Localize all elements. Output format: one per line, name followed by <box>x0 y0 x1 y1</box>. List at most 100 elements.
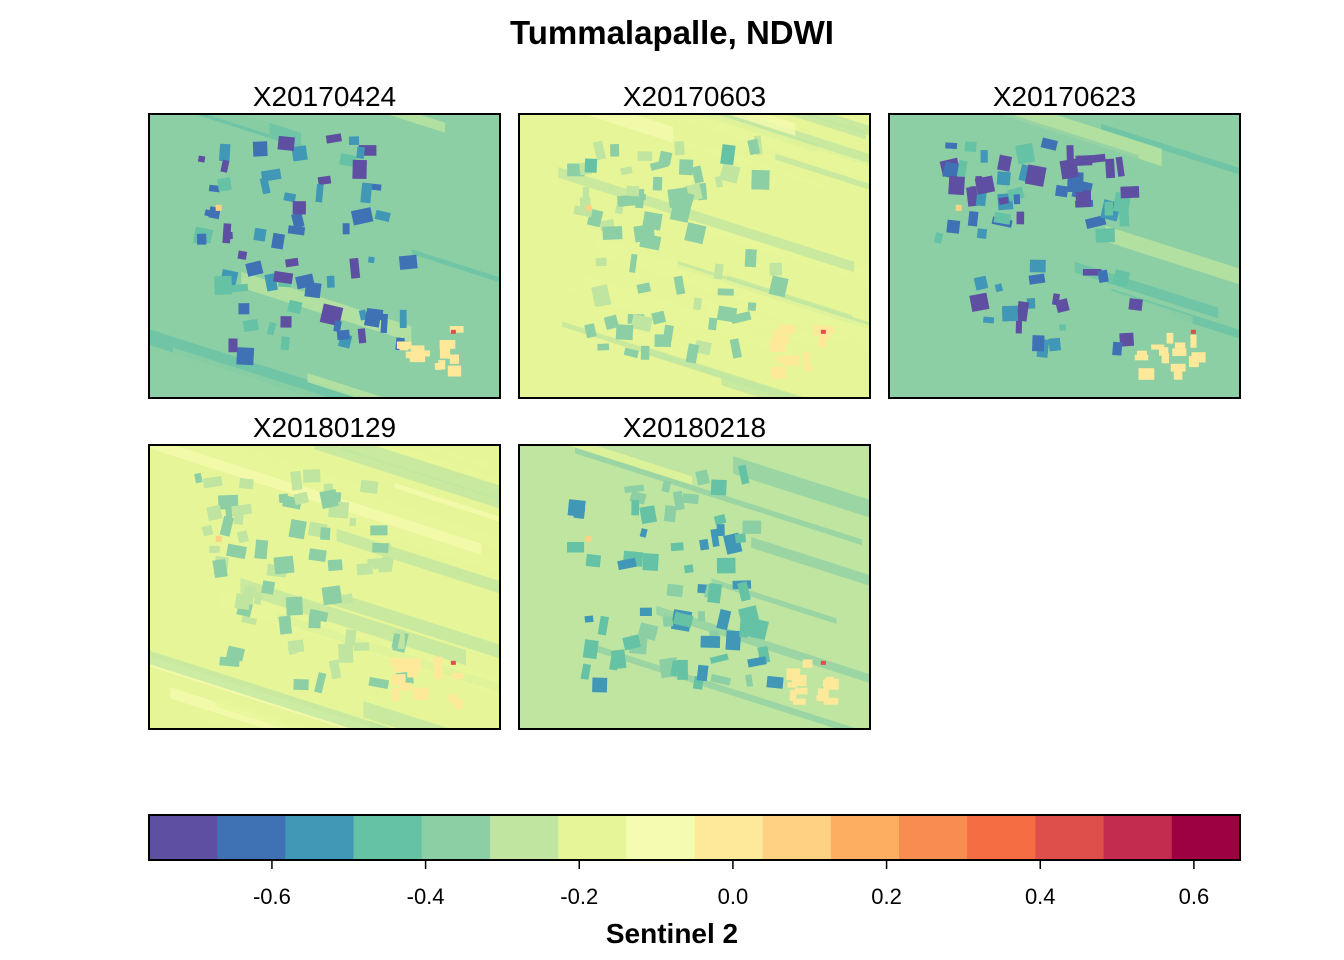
field-block <box>308 548 327 562</box>
field-block <box>716 524 725 537</box>
field-block <box>254 539 269 560</box>
field-block <box>336 329 350 341</box>
field-block <box>685 343 700 364</box>
field-block <box>584 158 598 173</box>
field-block <box>592 677 608 693</box>
terrain-strip <box>775 153 870 190</box>
settlement-patch <box>784 355 799 366</box>
field-block <box>202 475 223 489</box>
settlement-patch <box>451 672 465 679</box>
field-block <box>666 583 684 598</box>
colorbar-swatch <box>285 815 355 860</box>
field-block <box>219 143 231 162</box>
settlement-patch <box>439 340 456 349</box>
settlement-patch <box>1151 344 1165 350</box>
field-block <box>1029 259 1046 273</box>
field-block <box>278 615 293 635</box>
settlement-patch <box>434 363 443 370</box>
field-block <box>737 581 751 602</box>
terrain-strip <box>149 215 286 265</box>
field-block <box>350 207 374 226</box>
field-block <box>357 328 367 344</box>
field-block <box>1007 186 1025 202</box>
terrain-strip <box>751 537 870 586</box>
terrain-strip <box>786 114 866 140</box>
field-block <box>994 283 1004 293</box>
field-block <box>1001 305 1019 322</box>
field-block <box>584 615 594 623</box>
settlement-patch <box>774 334 790 345</box>
field-block <box>673 275 686 295</box>
field-block <box>630 313 653 332</box>
field-block <box>615 324 634 341</box>
field-block <box>751 169 770 190</box>
terrain-strip <box>562 321 802 398</box>
field-block <box>260 168 282 182</box>
colorbar-tick-label: -0.2 <box>560 884 598 909</box>
field-block <box>1095 228 1116 243</box>
settlement-patch <box>792 674 807 686</box>
field-block <box>639 528 648 538</box>
field-block <box>328 659 342 680</box>
field-block <box>980 149 988 163</box>
settlement-patch <box>392 688 400 701</box>
terrain-strip <box>756 457 870 499</box>
settlement-patch <box>823 697 839 705</box>
hot-spot <box>1190 329 1196 334</box>
field-block <box>725 630 742 651</box>
terrain-strip <box>288 255 500 329</box>
field-block <box>284 257 299 268</box>
field-block <box>974 175 996 195</box>
field-block <box>580 663 591 680</box>
settlement-patch <box>792 698 806 705</box>
field-block <box>358 309 368 321</box>
field-block <box>242 318 259 333</box>
field-block <box>636 282 652 294</box>
field-block <box>319 489 339 509</box>
terrain-strip <box>651 445 806 495</box>
field-block <box>617 194 637 207</box>
field-block <box>208 184 221 193</box>
field-block <box>639 607 652 616</box>
settlement-patch <box>1159 347 1169 356</box>
panels: X20170424 X20170603 X20170623 X20180129 X201… <box>148 81 1241 730</box>
field-block <box>716 305 738 323</box>
settlement-patch <box>789 690 797 696</box>
field-block <box>697 611 706 622</box>
field-block <box>374 209 391 222</box>
settlement-patch <box>455 699 463 709</box>
field-block <box>1013 194 1021 205</box>
field-block <box>597 615 609 636</box>
terrain-strip <box>930 426 1147 508</box>
colorbar-tick-label: -0.4 <box>407 884 445 909</box>
settlement-patch <box>779 324 796 334</box>
field-block <box>691 165 704 184</box>
field-block <box>964 141 977 152</box>
settlement-patch <box>813 325 822 336</box>
settlement-patch <box>449 354 459 364</box>
hot-spot <box>820 660 826 665</box>
field-block <box>695 469 710 486</box>
field-block <box>302 469 321 483</box>
field-block <box>231 283 249 293</box>
settlement-patch <box>407 667 418 678</box>
field-block <box>1066 145 1074 163</box>
field-block <box>745 674 754 687</box>
colorbar-swatch <box>899 815 968 860</box>
panel-X20170623: X20170623 <box>888 81 1241 518</box>
field-block <box>280 336 290 351</box>
field-block <box>1032 335 1045 352</box>
terrain-strip <box>1208 114 1240 125</box>
field-block <box>320 527 331 541</box>
settlement-patch <box>434 667 443 679</box>
terrain-strip <box>948 407 1239 518</box>
settlement-patch <box>1166 332 1174 344</box>
terrain-strip <box>1127 389 1155 398</box>
field-block <box>197 155 206 163</box>
field-block <box>314 672 327 694</box>
field-block <box>713 514 727 526</box>
field-block <box>219 656 240 667</box>
panel-frame <box>518 444 871 730</box>
terrain-strip <box>251 147 456 231</box>
field-block <box>714 175 724 188</box>
